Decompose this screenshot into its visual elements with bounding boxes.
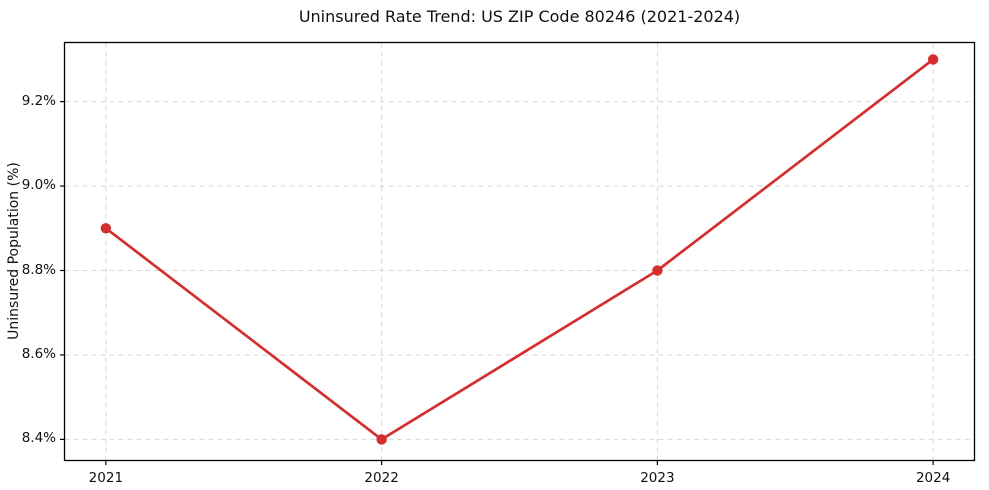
- y-axis-tick-label: 8.6%: [21, 345, 56, 362]
- x-axis-tick-label: 2022: [364, 469, 399, 486]
- chart-title: Uninsured Rate Trend: US ZIP Code 80246 …: [298, 7, 741, 26]
- y-axis-tick-label: 9.2%: [21, 92, 56, 109]
- data-point-marker: [100, 223, 112, 234]
- plot-spines: [63, 41, 976, 462]
- y-axis-tick-label: 9.0%: [21, 177, 56, 194]
- y-axis-tick-label: 8.4%: [21, 430, 56, 447]
- x-axis-tick-label: 2023: [640, 469, 675, 486]
- trend-line: [105, 58, 934, 441]
- data-point-marker: [652, 265, 663, 276]
- x-axis-tick-label: 2024: [915, 469, 951, 486]
- x-axis-tick-label: 2021: [88, 469, 124, 486]
- data-point-marker: [376, 434, 387, 445]
- y-axis-tick-label: 8.8%: [21, 261, 56, 278]
- data-point-marker: [927, 54, 939, 65]
